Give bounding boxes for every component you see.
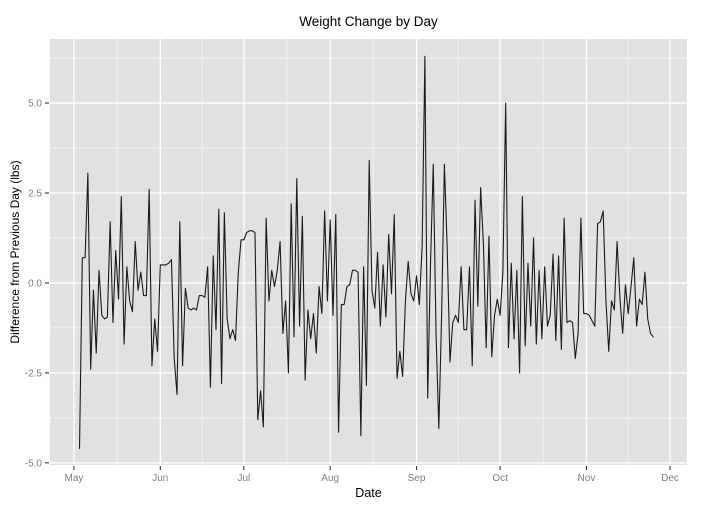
x-tick-label: Aug: [321, 473, 339, 484]
y-tick-label: -5.0: [25, 458, 43, 469]
x-tick-label: Jun: [152, 473, 168, 484]
y-tick-label: 2.5: [28, 188, 42, 199]
x-axis-title: Date: [355, 486, 382, 500]
y-tick-label: 5.0: [28, 99, 42, 110]
x-tick-label: Nov: [578, 473, 596, 484]
chart-title: Weight Change by Day: [299, 14, 438, 29]
y-tick-label: -2.5: [25, 368, 43, 379]
x-tick-label: Oct: [492, 473, 508, 484]
x-tick-label: Jul: [237, 473, 250, 484]
x-tick-label: Sep: [408, 473, 426, 484]
data-line: [78, 55, 654, 450]
x-tick-label: Dec: [661, 473, 679, 484]
x-tick-label: May: [65, 473, 84, 484]
y-tick-label: 0.0: [28, 278, 42, 289]
